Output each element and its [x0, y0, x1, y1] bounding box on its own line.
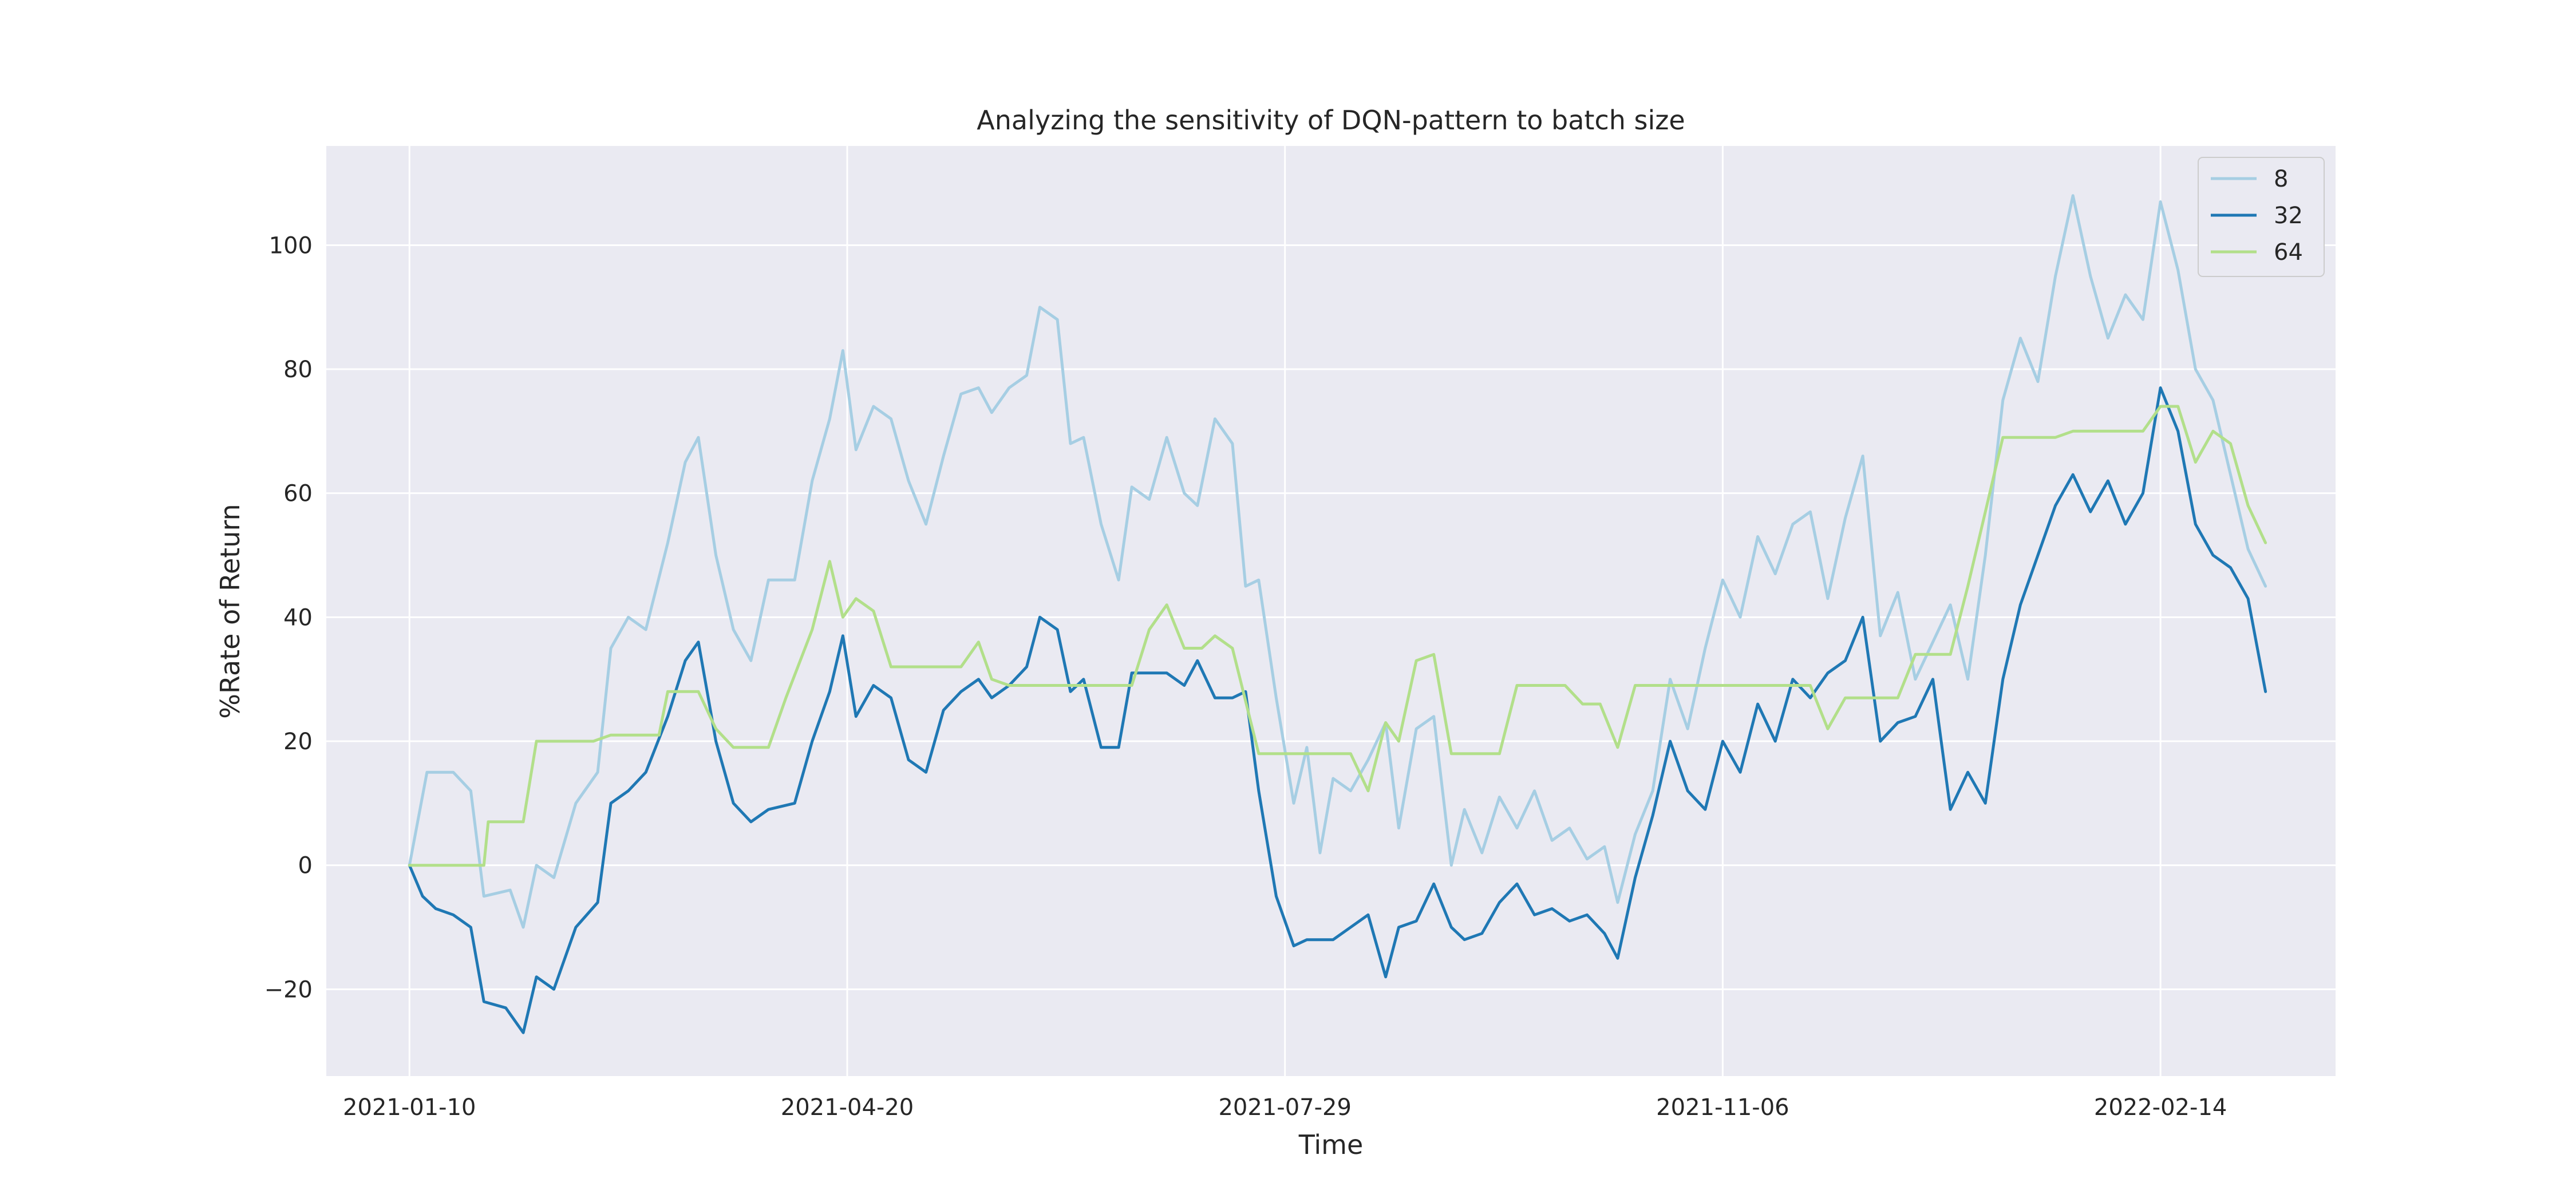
y-tick-label-5: 80	[283, 357, 313, 383]
legend-label-64: 64	[2274, 239, 2303, 266]
legend-label-32: 32	[2274, 203, 2303, 229]
x-tick-label-3: 2021-11-06	[1656, 1094, 1789, 1121]
series-line-64	[408, 405, 2267, 867]
series-line-32	[408, 386, 2267, 1034]
legend: 8 32 64	[2198, 157, 2325, 277]
y-tick-label-2: 20	[283, 729, 313, 755]
chart-title: Analyzing the sensitivity of DQN-pattern…	[977, 105, 1685, 136]
grid-layer	[326, 146, 2336, 1076]
x-axis-title: Time	[1298, 1129, 1364, 1160]
legend-items: 8 32 64	[2211, 166, 2303, 266]
x-tick-label-4: 2022-02-14	[2094, 1094, 2227, 1121]
plot-background	[326, 146, 2336, 1076]
series-layer	[408, 194, 2267, 1034]
x-tick-label-0: 2021-01-10	[343, 1094, 476, 1121]
tick-layer: −20 0 20 40 60 80 100 2021-01-10 2021-04-20 2021-…	[264, 232, 2227, 1121]
legend-frame	[2198, 157, 2325, 277]
y-tick-label-4: 60	[283, 481, 313, 507]
y-tick-label-1: 0	[298, 853, 313, 879]
y-tick-label-6: 100	[269, 232, 313, 259]
y-axis-title: %Rate of Return	[215, 504, 246, 718]
legend-label-8: 8	[2274, 166, 2288, 192]
x-tick-label-1: 2021-04-20	[781, 1094, 914, 1121]
series-line-8	[408, 194, 2267, 929]
y-tick-label-0: −20	[264, 976, 313, 1003]
x-tick-label-2: 2021-07-29	[1218, 1094, 1351, 1121]
y-tick-label-3: 40	[283, 604, 313, 631]
